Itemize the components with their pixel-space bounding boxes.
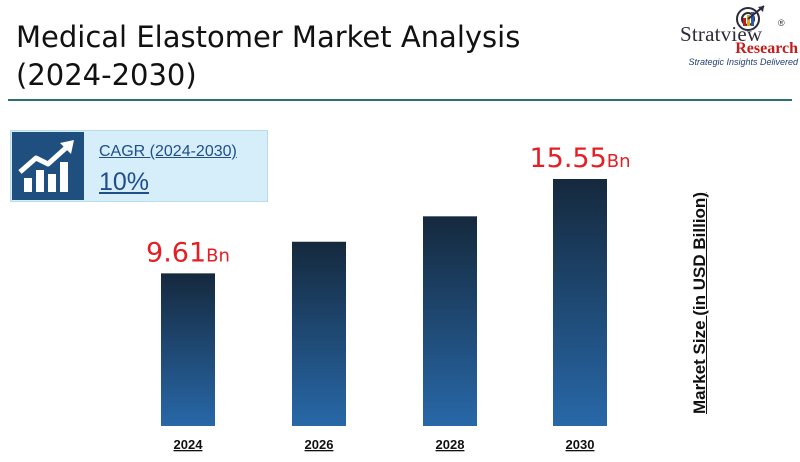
stratview-logo: Stratview ® Research Strategic Insights … — [672, 4, 800, 74]
header-divider — [8, 99, 792, 101]
bar-2030 — [553, 179, 607, 426]
cagr-label: CAGR (2024-2030) — [99, 143, 237, 160]
logo-research: Research — [735, 40, 798, 57]
cagr-value: 10% — [99, 168, 150, 196]
y-axis-label: Market Size (in USD Billion) — [690, 191, 709, 414]
bar-2026 — [292, 241, 346, 426]
y-axis-label-wrap: Market Size (in USD Billion) — [680, 185, 720, 420]
bar-2024 — [161, 273, 215, 426]
title-line-2: (2024-2030) — [16, 58, 197, 92]
x-tick-label-2026: 2026 — [305, 437, 334, 452]
title-line-1: Medical Elastomer Market Analysis — [16, 20, 521, 54]
bar-2028 — [423, 216, 477, 426]
logo-tagline: Strategic Insights Delivered — [688, 57, 798, 67]
data-label-2030: 15.55Bn — [529, 143, 630, 174]
x-tick-label-2028: 2028 — [436, 437, 465, 452]
logo-registered-mark: ® — [778, 18, 785, 28]
cagr-box: CAGR (2024-2030) 10% — [10, 130, 268, 202]
target-icon — [736, 5, 765, 31]
x-tick-label-2030: 2030 — [566, 437, 595, 452]
logo-brand: Stratview — [680, 22, 763, 46]
page-title: Medical Elastomer Market Analysis (2024-… — [16, 18, 536, 94]
x-tick-label-2024: 2024 — [174, 437, 204, 452]
data-label-2024: 9.61Bn — [146, 237, 230, 268]
growth-chart-icon — [12, 132, 84, 200]
